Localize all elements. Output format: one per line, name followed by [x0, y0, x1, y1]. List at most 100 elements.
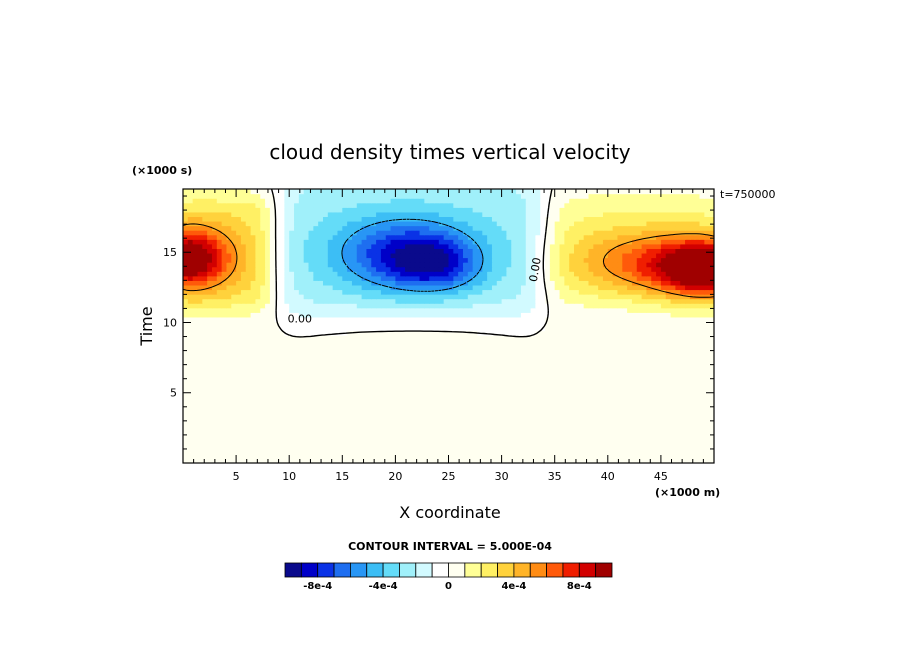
heatmap-cell [347, 394, 353, 400]
heatmap-cell [704, 399, 710, 405]
heatmap-cell [231, 380, 237, 386]
heatmap-cell [704, 367, 710, 373]
heatmap-cell [211, 321, 218, 327]
heatmap-cell [554, 294, 561, 300]
heatmap-cell [689, 266, 696, 272]
heatmap-cell [564, 330, 570, 336]
heatmap-cell [298, 444, 305, 450]
heatmap-cell [506, 380, 512, 386]
heatmap-cell [675, 458, 681, 463]
heatmap-cell [680, 312, 686, 318]
heatmap-cell [699, 371, 705, 377]
heatmap-cell [226, 271, 232, 277]
heatmap-cell [400, 399, 406, 405]
heatmap-cell [284, 412, 290, 418]
heatmap-cell [511, 394, 517, 400]
heatmap-cell [376, 408, 382, 414]
heatmap-cell [593, 275, 599, 281]
heatmap-cell [361, 335, 368, 341]
heatmap-cell [342, 367, 348, 373]
heatmap-cell [694, 408, 701, 414]
heatmap-cell [376, 271, 382, 277]
heatmap-cell [419, 353, 425, 359]
heatmap-cell [211, 335, 218, 341]
heatmap-cell [622, 321, 628, 327]
heatmap-cell [627, 453, 633, 460]
heatmap-cell [477, 426, 483, 432]
heatmap-cell [501, 403, 508, 409]
heatmap-cell [390, 408, 396, 414]
heatmap-cell [236, 426, 242, 432]
heatmap-cell [221, 417, 228, 423]
heatmap-cell [405, 357, 411, 364]
heatmap-cell [612, 435, 619, 441]
heatmap-cell [627, 280, 633, 286]
heatmap-cell [202, 330, 208, 336]
heatmap-cell [400, 348, 406, 354]
heatmap-cell [265, 266, 271, 272]
heatmap-cell [516, 275, 522, 281]
heatmap-cell [202, 339, 208, 345]
heatmap-cell [197, 335, 203, 341]
heatmap-cell [689, 303, 696, 309]
heatmap-cell [332, 444, 339, 450]
heatmap-cell [380, 335, 387, 341]
heatmap-cell [438, 303, 445, 309]
heatmap-cell [279, 408, 285, 414]
heatmap-cell [226, 307, 232, 313]
heatmap-cell [487, 421, 493, 428]
heatmap-cell [265, 298, 271, 304]
heatmap-cell [313, 303, 319, 309]
heatmap-cell [685, 344, 691, 350]
heatmap-cell [656, 357, 662, 364]
heatmap-cell [530, 271, 536, 277]
heatmap-cell [622, 449, 628, 455]
heatmap-cell [187, 399, 194, 405]
heatmap-cell [211, 421, 218, 428]
heatmap-cell [588, 412, 594, 418]
heatmap-cell [376, 312, 382, 318]
heatmap-cell [400, 284, 406, 291]
heatmap-cell [670, 298, 676, 304]
heatmap-cell [322, 330, 329, 336]
heatmap-cell [322, 385, 329, 391]
heatmap-cell [680, 444, 686, 450]
heatmap-cell [192, 335, 199, 341]
heatmap-cell [559, 431, 565, 437]
heatmap-cell [496, 344, 503, 350]
heatmap-cell [356, 257, 363, 263]
heatmap-cell [274, 412, 281, 418]
heatmap-cell [477, 321, 483, 327]
heatmap-cell [183, 330, 189, 336]
heatmap-cell [496, 453, 503, 460]
heatmap-cell [680, 426, 686, 432]
heatmap-cell [361, 280, 368, 286]
heatmap-cell [641, 257, 648, 263]
heatmap-cell [516, 321, 522, 327]
heatmap-cell [211, 371, 218, 377]
heatmap-cell [332, 294, 339, 300]
heatmap-cell [564, 389, 570, 396]
heatmap-cell [651, 458, 657, 463]
heatmap-cell [554, 339, 561, 345]
heatmap-cell [183, 271, 189, 277]
heatmap-cell [284, 444, 290, 450]
heatmap-cell [240, 294, 247, 300]
heatmap-cell [211, 403, 218, 409]
heatmap-cell [685, 385, 691, 391]
heatmap-cell [274, 298, 281, 304]
x-axis-title: X coordinate [399, 503, 500, 522]
heatmap-cell [419, 431, 425, 437]
heatmap-cell [245, 284, 252, 291]
heatmap-cell [390, 275, 396, 281]
heatmap-cell [448, 294, 454, 300]
heatmap-cell [424, 303, 430, 309]
heatmap-cell [332, 371, 339, 377]
heatmap-cell [226, 399, 232, 405]
heatmap-cell [627, 271, 633, 277]
heatmap-cell [641, 289, 648, 295]
heatmap-cell [670, 271, 676, 277]
heatmap-cell [216, 252, 223, 259]
heatmap-cell [385, 312, 392, 318]
heatmap-cell [564, 284, 570, 291]
